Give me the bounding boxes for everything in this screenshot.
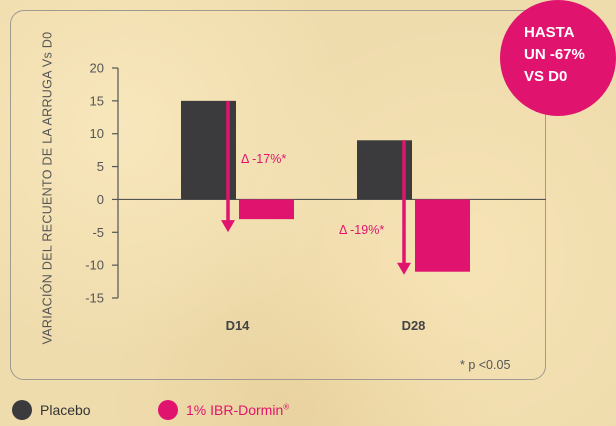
delta-label-d14: Δ -17%* — [241, 152, 286, 166]
y-tick-label: -5 — [92, 225, 104, 240]
delta-arrow-head — [221, 220, 235, 233]
result-badge: HASTA UN -67% VS D0 — [500, 0, 616, 116]
chart-panel — [10, 10, 546, 380]
legend-swatch-ibr-dormin — [158, 400, 178, 420]
registered-mark: ® — [283, 402, 290, 412]
x-category-label: D14 — [226, 318, 251, 333]
delta-label-d28: Δ -19%* — [339, 223, 384, 237]
y-tick-label: 20 — [90, 61, 104, 76]
footnote: * p <0.05 — [460, 358, 511, 372]
legend-swatch-placebo — [12, 400, 32, 420]
x-category-label: D28 — [402, 318, 426, 333]
y-tick-label: -15 — [85, 291, 104, 306]
y-tick-label: 10 — [90, 126, 104, 141]
delta-arrow-head — [397, 262, 411, 275]
legend-item-ibr-dormin: 1% IBR-Dormin® — [158, 400, 289, 420]
y-tick-label: 0 — [97, 192, 104, 207]
bar-d14-series-2 — [239, 199, 294, 220]
y-tick-label: -10 — [85, 258, 104, 273]
legend-label-placebo: Placebo — [40, 402, 91, 418]
legend-item-placebo: Placebo — [12, 400, 91, 420]
y-tick-label: 15 — [90, 93, 104, 108]
bar-d28-series-2 — [415, 199, 470, 272]
y-tick-label: 5 — [97, 159, 104, 174]
legend-label-ibr-dormin: 1% IBR-Dormin® — [186, 402, 290, 418]
